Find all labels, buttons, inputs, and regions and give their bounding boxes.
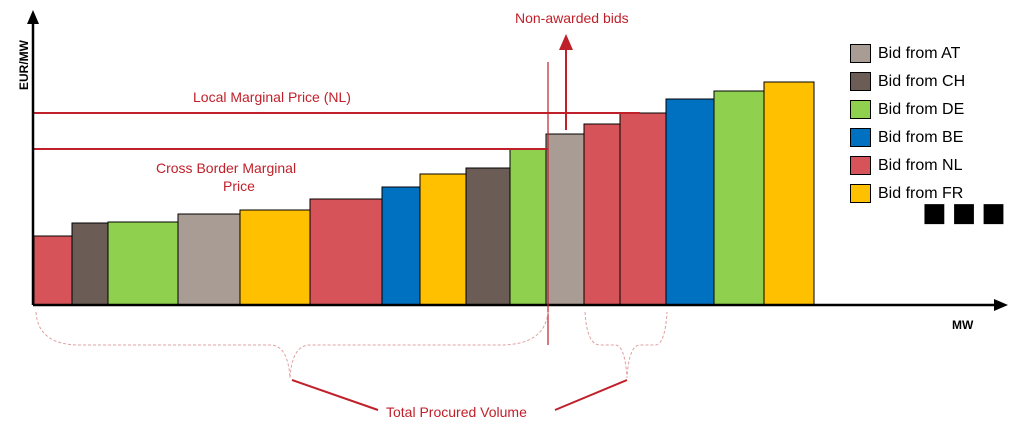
x-axis-label: MW — [952, 318, 974, 332]
legend-label-nl: Bid from NL — [878, 156, 963, 174]
legend-swatch-be — [850, 128, 871, 147]
bar-3-de — [107, 221, 179, 306]
more-indicator: ■■■ — [922, 198, 1011, 228]
bar-6-nl — [309, 198, 383, 306]
cross-border-label-line1: Cross Border Marginal — [156, 160, 297, 176]
bar-1-nl — [33, 235, 73, 306]
legend-item-ch: Bid from CH — [850, 70, 1010, 93]
legend-item-nl: Bid from NL — [850, 154, 1010, 177]
price-lines — [33, 112, 640, 150]
volume-connector-right — [554, 379, 628, 411]
bar-10-de — [509, 148, 547, 306]
volume-brace-left — [35, 311, 549, 379]
bar-12-nl — [583, 123, 621, 306]
x-axis-arrow — [994, 299, 1008, 311]
total-volume-label: Total Procured Volume — [386, 404, 527, 420]
legend-item-at: Bid from AT — [850, 42, 1010, 65]
legend-item-be: Bid from BE — [850, 126, 1010, 149]
non-awarded-label: Non-awarded bids — [515, 10, 629, 26]
legend-label-be: Bid from BE — [878, 128, 964, 146]
bar-4-at — [177, 213, 241, 306]
bar-8-fr — [419, 173, 467, 306]
legend-swatch-nl — [850, 156, 871, 175]
legend-label-de: Bid from DE — [878, 100, 965, 118]
legend-swatch-at — [850, 44, 871, 63]
annotations — [35, 34, 668, 411]
bar-11-at — [545, 133, 585, 306]
legend-item-de: Bid from DE — [850, 98, 1010, 121]
bar-2-ch — [71, 222, 109, 306]
legend-label-fr: Bid from FR — [878, 184, 964, 202]
cross-border-label-line2: Price — [223, 178, 255, 194]
bar-7-be — [381, 186, 421, 306]
legend-item-fr: Bid from FR — [850, 182, 1010, 205]
y-axis-label: EUR/MW — [17, 40, 31, 90]
legend-label-at: Bid from AT — [878, 44, 961, 62]
local-marginal-price-label: Local Marginal Price (NL) — [193, 89, 351, 105]
bar-5-fr — [239, 209, 311, 306]
bar-16-fr — [763, 81, 815, 306]
y-axis-arrow — [27, 10, 39, 24]
legend-swatch-ch — [850, 72, 871, 91]
legend-swatch-de — [850, 100, 871, 119]
volume-brace-right — [584, 311, 668, 379]
legend-label-ch: Bid from CH — [878, 72, 966, 90]
non-awarded-arrow-head — [559, 34, 573, 50]
bars — [33, 81, 815, 306]
bar-13-nl — [619, 112, 667, 306]
axes — [27, 10, 1008, 311]
legend-swatch-fr — [850, 184, 871, 203]
legend: Bid from AT Bid from CH Bid from DE Bid … — [850, 42, 1010, 210]
volume-connector-left — [291, 379, 379, 411]
bar-14-be — [665, 98, 715, 306]
bar-9-ch — [465, 167, 511, 306]
bar-15-de — [713, 90, 765, 306]
